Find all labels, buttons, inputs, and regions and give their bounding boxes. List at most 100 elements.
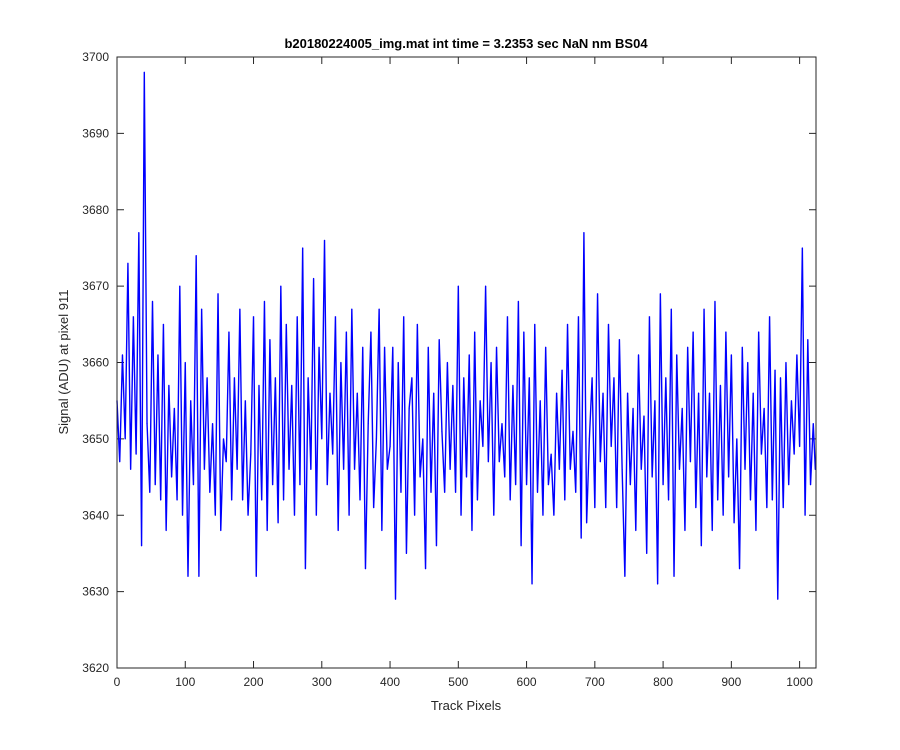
data-point bbox=[706, 476, 708, 478]
data-point bbox=[728, 476, 730, 478]
data-point bbox=[457, 285, 459, 287]
data-point bbox=[411, 377, 413, 379]
data-point bbox=[247, 514, 249, 516]
y-tick-label: 3620 bbox=[82, 661, 109, 675]
data-point bbox=[403, 316, 405, 318]
data-point bbox=[348, 514, 350, 516]
data-point bbox=[171, 476, 173, 478]
data-point bbox=[643, 415, 645, 417]
data-point bbox=[482, 445, 484, 448]
data-point bbox=[736, 438, 738, 440]
data-point bbox=[454, 491, 457, 493]
data-point bbox=[184, 361, 186, 364]
data-point bbox=[610, 445, 612, 448]
data-point bbox=[602, 392, 604, 394]
x-tick-label: 800 bbox=[653, 675, 673, 689]
data-point bbox=[812, 423, 814, 425]
data-point bbox=[504, 476, 506, 478]
data-point bbox=[684, 529, 686, 532]
data-point bbox=[214, 514, 216, 516]
data-point bbox=[640, 468, 642, 471]
data-point bbox=[414, 514, 416, 516]
data-point bbox=[151, 300, 154, 302]
data-point bbox=[179, 285, 181, 287]
data-point bbox=[495, 346, 498, 348]
data-point bbox=[501, 423, 503, 425]
data-point bbox=[692, 331, 694, 333]
data-point bbox=[318, 346, 320, 348]
data-point bbox=[430, 491, 432, 493]
data-point bbox=[700, 545, 702, 547]
data-point bbox=[525, 484, 528, 486]
data-point bbox=[187, 575, 189, 577]
data-point bbox=[124, 438, 126, 440]
data-point bbox=[583, 232, 585, 234]
data-point bbox=[302, 247, 304, 249]
data-point bbox=[386, 468, 388, 471]
data-point bbox=[659, 293, 661, 295]
data-point bbox=[580, 537, 582, 539]
data-point bbox=[195, 254, 197, 257]
data-point bbox=[146, 423, 148, 425]
data-point bbox=[738, 568, 741, 570]
data-point bbox=[558, 468, 560, 471]
data-point bbox=[288, 468, 290, 471]
data-point bbox=[607, 323, 610, 325]
data-point bbox=[383, 346, 386, 348]
data-point bbox=[657, 583, 659, 585]
data-point bbox=[777, 598, 779, 600]
data-point bbox=[670, 308, 672, 310]
data-point bbox=[678, 468, 681, 471]
data-point bbox=[231, 499, 233, 501]
data-point bbox=[211, 423, 214, 425]
data-point bbox=[788, 484, 790, 486]
data-point bbox=[222, 438, 225, 440]
data-point bbox=[542, 514, 544, 516]
data-point bbox=[476, 499, 479, 501]
data-point bbox=[763, 407, 765, 409]
data-point bbox=[277, 522, 279, 524]
data-point bbox=[493, 514, 495, 516]
data-point bbox=[774, 369, 776, 371]
data-point bbox=[345, 331, 347, 333]
data-point bbox=[596, 293, 599, 295]
data-point bbox=[747, 361, 749, 364]
data-point bbox=[687, 346, 689, 348]
data-point bbox=[487, 461, 489, 463]
data-point bbox=[438, 338, 440, 341]
data-point bbox=[285, 323, 287, 325]
data-point bbox=[449, 468, 451, 471]
data-point bbox=[807, 338, 809, 341]
data-point bbox=[667, 499, 670, 501]
data-point bbox=[138, 232, 140, 234]
data-point bbox=[392, 346, 394, 348]
data-point bbox=[422, 438, 424, 440]
data-point bbox=[343, 468, 345, 471]
data-point bbox=[274, 377, 276, 379]
data-point bbox=[498, 461, 500, 463]
data-point bbox=[468, 354, 470, 356]
data-point bbox=[400, 491, 402, 493]
data-point bbox=[646, 552, 648, 555]
data-point bbox=[708, 392, 711, 394]
data-point bbox=[471, 529, 473, 532]
data-point bbox=[539, 400, 541, 402]
data-point bbox=[312, 277, 315, 280]
axes-box bbox=[116, 56, 817, 669]
data-point bbox=[711, 529, 713, 532]
x-tick-label: 200 bbox=[244, 675, 264, 689]
data-point bbox=[236, 468, 238, 471]
data-point bbox=[272, 484, 274, 486]
data-point bbox=[758, 331, 760, 333]
data-point bbox=[566, 323, 569, 325]
data-point bbox=[771, 499, 773, 501]
data-point bbox=[296, 316, 298, 318]
data-point bbox=[394, 598, 397, 600]
data-point bbox=[225, 461, 227, 463]
data-point bbox=[528, 377, 530, 379]
data-point bbox=[127, 262, 129, 264]
data-point bbox=[206, 377, 208, 379]
data-point bbox=[586, 522, 588, 524]
data-point bbox=[220, 529, 222, 532]
